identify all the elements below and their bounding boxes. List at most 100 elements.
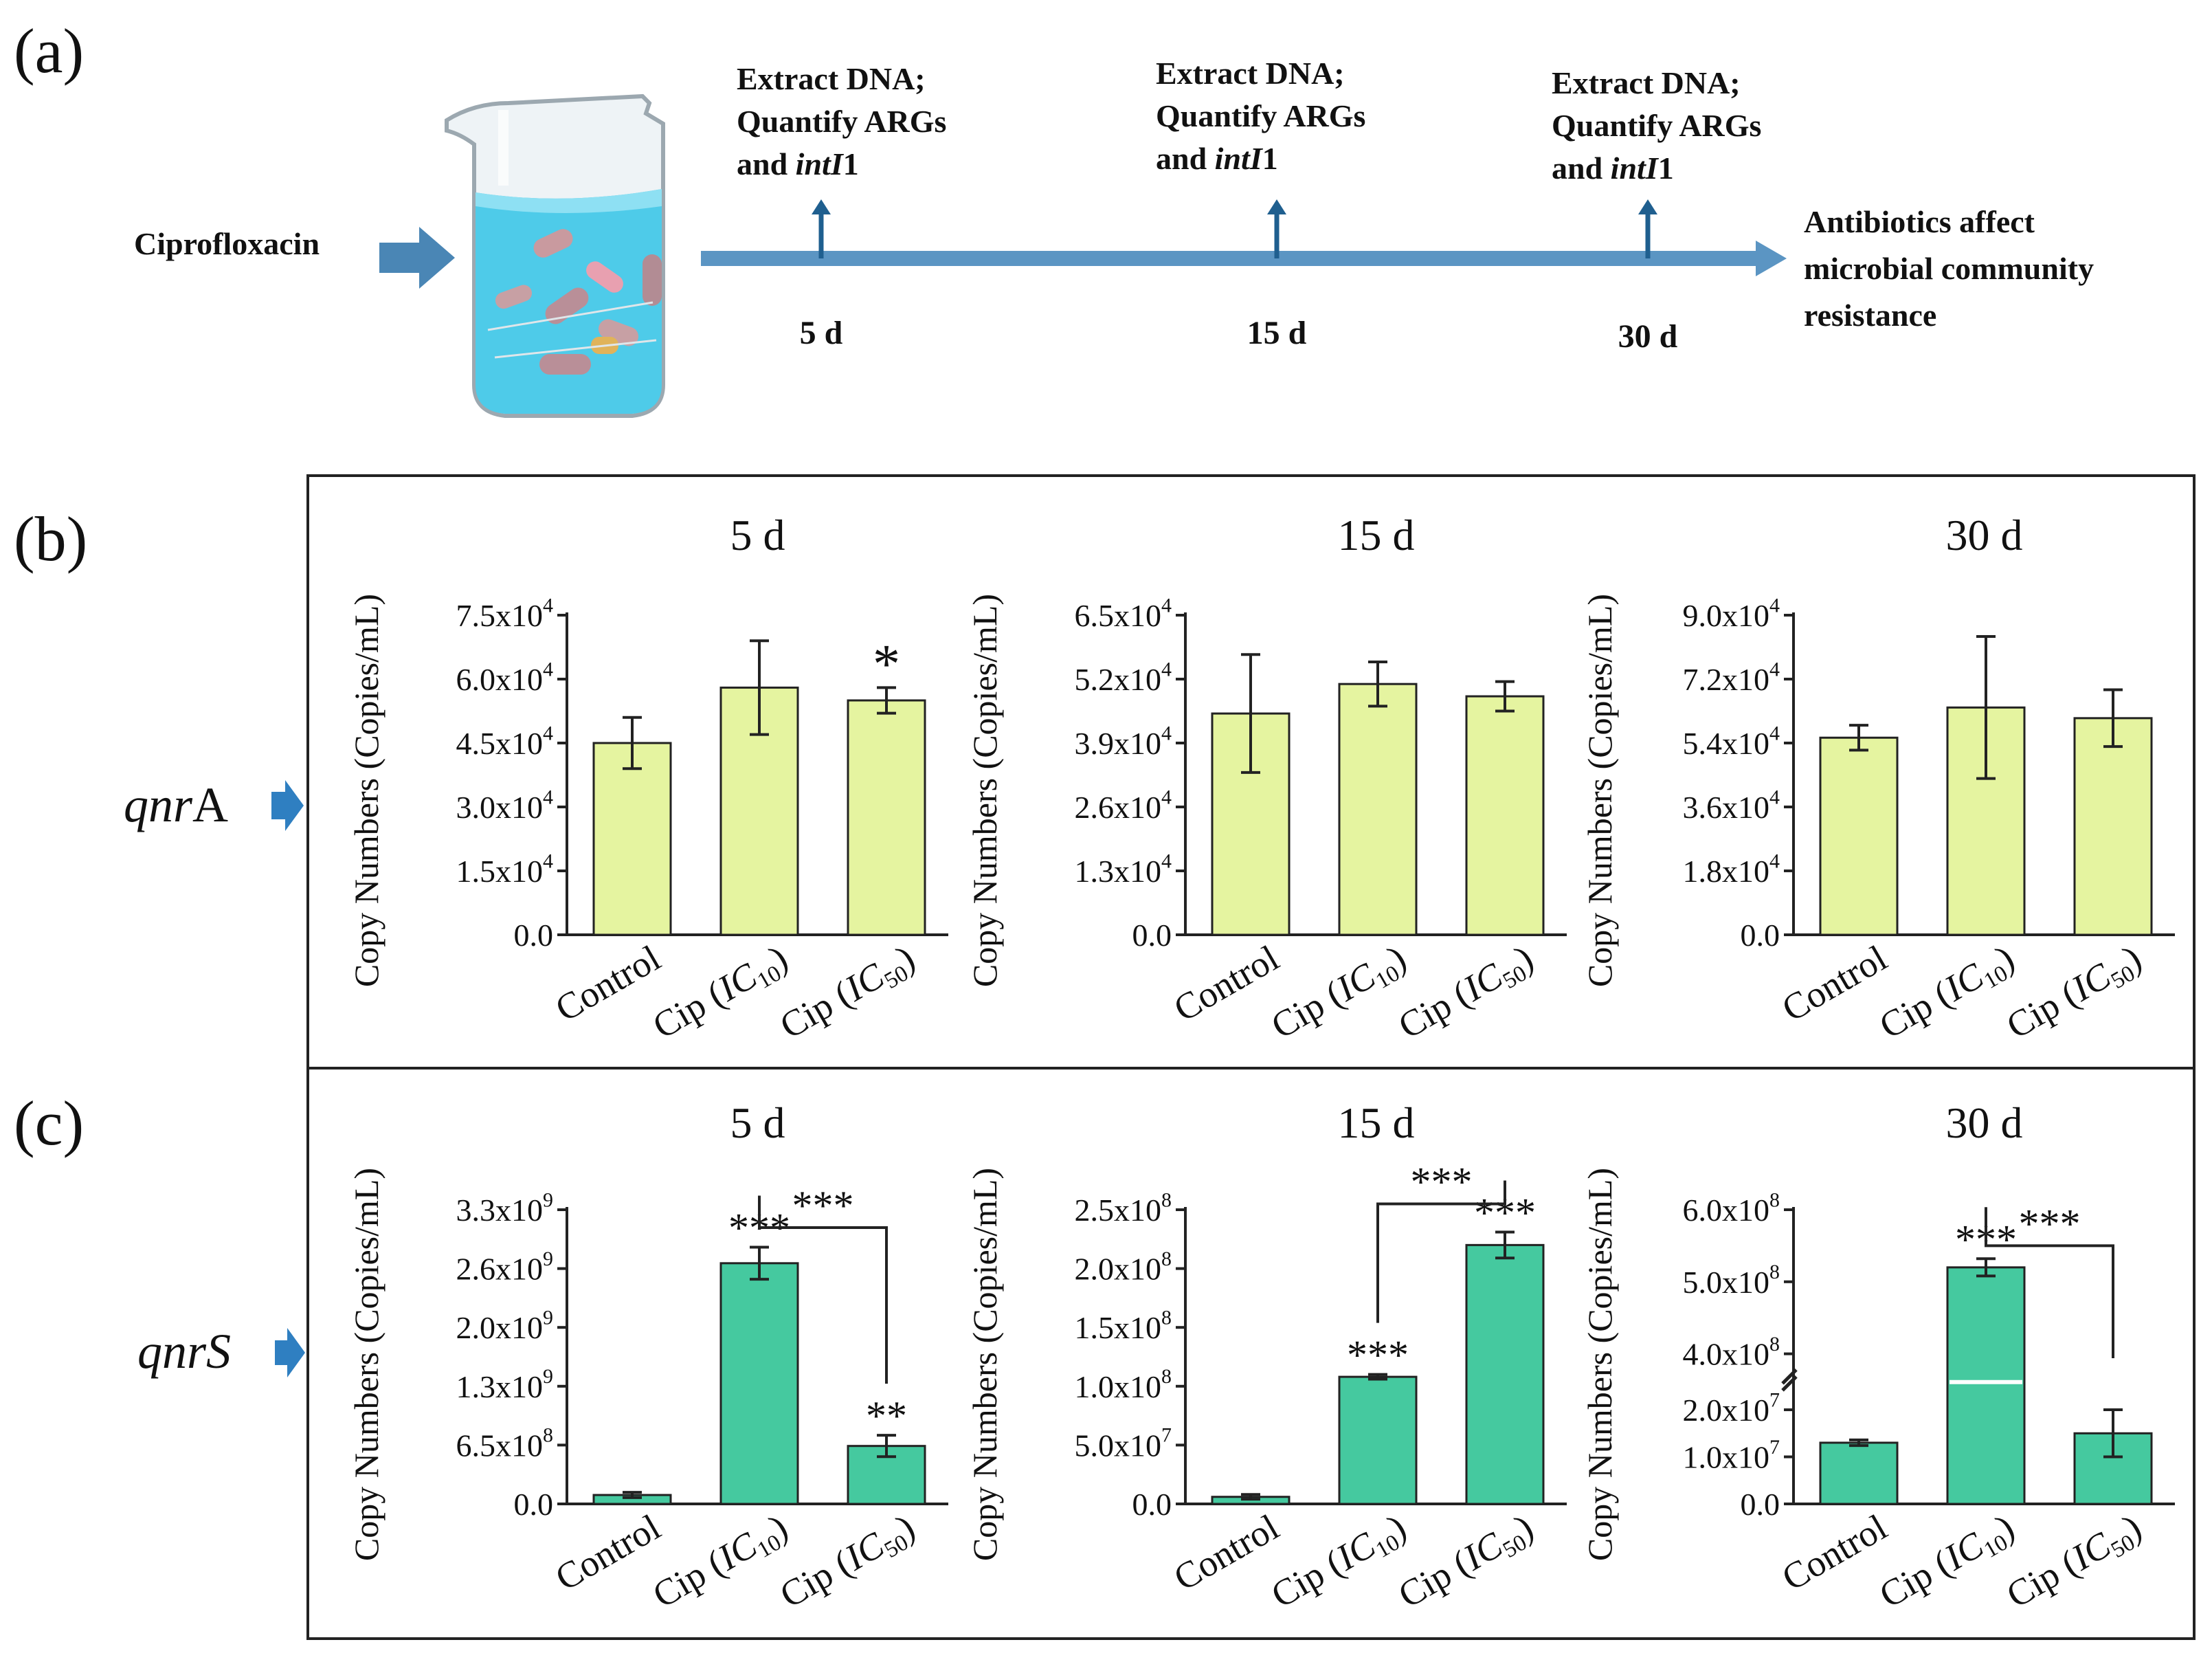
- bar: [2073, 717, 2153, 936]
- y-tick-label: 7.2x104: [1683, 658, 1780, 697]
- step-gene: intI: [1611, 151, 1660, 186]
- up-arrow-icon: [1267, 199, 1286, 214]
- y-axis-label: Copy Numbers (Copies/mL): [347, 594, 386, 987]
- step-text: Extract DNA; Quantify ARGs and intI1: [1156, 56, 1365, 176]
- bar: [1465, 695, 1545, 936]
- step-gene: intI: [796, 146, 845, 181]
- gene-label-qnrS: qnrS: [137, 1324, 305, 1379]
- up-arrow-icon: [1638, 199, 1657, 214]
- y-tick-label: 3.6x104: [1683, 786, 1780, 825]
- y-tick-label: 7.5x104: [456, 594, 554, 633]
- y-tick-label: 1.0x107: [1683, 1436, 1780, 1475]
- chart-c-5d: 5 d Copy Numbers (Copies/mL) 0.0 6.5x108 1.3…: [347, 1098, 948, 1619]
- y-tick-label: 0.0: [514, 1487, 554, 1522]
- step-line-3: and: [1156, 141, 1215, 176]
- step-gene-suffix: 1: [1658, 151, 1674, 186]
- chart-title: 5 d: [730, 1098, 785, 1147]
- y-tick-label: 0.0: [1741, 918, 1780, 953]
- x-tick-label: Cip (IC10): [1873, 1506, 2023, 1619]
- outcome-line-3: resistance: [1804, 298, 1936, 333]
- y-tick-label: 5.0x107: [1075, 1424, 1172, 1463]
- x-tick-label: Cip (IC50): [1392, 1506, 1542, 1619]
- qnrS-arrow-icon: [275, 1328, 305, 1377]
- y-tick-label: 0.0: [514, 918, 554, 953]
- y-tick-label: 1.3x109: [456, 1365, 553, 1404]
- y-tick-label: 1.3x104: [1075, 850, 1172, 889]
- y-tick-label: 2.6x109: [456, 1248, 553, 1287]
- chart-title: 30 d: [1946, 1098, 2023, 1147]
- x-tick-label: Cip (IC10): [646, 1506, 796, 1619]
- y-tick-label: 6.0x108: [1683, 1188, 1780, 1228]
- panel-a: (a) Ciprofloxacin Extract DNA; Quanti: [14, 16, 2094, 418]
- chart-c-30d: 30 d Copy Numbers (Copies/mL) 0.0 1.0x107 2.…: [1580, 1098, 2175, 1619]
- y-axis-label: Copy Numbers (Copies/mL): [965, 594, 1004, 987]
- y-tick-label: 5.4x104: [1683, 722, 1780, 761]
- timeline: [701, 241, 1787, 276]
- step-gene: intI: [1215, 141, 1264, 176]
- significance-label: ***: [1347, 1333, 1409, 1378]
- timeline-step: Extract DNA; Quantify ARGs and intI1 5 d: [737, 61, 946, 351]
- y-axis-label: Copy Numbers (Copies/mL): [965, 1168, 1004, 1561]
- y-tick-label: 2.0x108: [1075, 1248, 1172, 1287]
- bar: [719, 1262, 799, 1505]
- input-arrow-icon: [379, 227, 455, 289]
- significance-label: **: [866, 1393, 907, 1439]
- bar: [1338, 683, 1418, 936]
- y-tick-label: 3.9x104: [1075, 722, 1172, 761]
- bar: [592, 742, 672, 936]
- bar: [1819, 1441, 1899, 1505]
- step-gene-suffix: 1: [1262, 141, 1278, 176]
- step-line-1: Extract DNA;: [737, 61, 926, 96]
- y-tick-label: 0.0: [1132, 918, 1172, 953]
- y-tick-label: 1.0x108: [1075, 1365, 1172, 1404]
- step-line-2: Quantify ARGs: [737, 104, 946, 139]
- y-tick-label: 1.5x108: [1075, 1307, 1172, 1346]
- bar: [1819, 736, 1899, 936]
- chart-title: 15 d: [1338, 511, 1415, 559]
- y-axis-label: Copy Numbers (Copies/mL): [1580, 594, 1619, 987]
- svg-text:qnrS: qnrS: [137, 1324, 231, 1379]
- chart-b-30d: 30 d Copy Numbers (Copies/mL) 0.0 1.8x104 3.…: [1580, 511, 2175, 1047]
- up-arrow-icon: [812, 199, 831, 214]
- y-tick-label: 5.0x108: [1683, 1261, 1780, 1300]
- step-day: 30 d: [1618, 318, 1678, 355]
- y-tick-label: 6.5x108: [456, 1424, 553, 1463]
- y-tick-label: 2.0x107: [1683, 1388, 1780, 1428]
- x-tick-label: Cip (IC50): [773, 1506, 924, 1619]
- step-text: Extract DNA; Quantify ARGs and intI1: [737, 61, 946, 181]
- step-line-2: Quantify ARGs: [1156, 98, 1365, 133]
- significance-bracket: [758, 1195, 888, 1384]
- bar: [1465, 1243, 1545, 1505]
- qnrA-rest: A: [192, 777, 228, 832]
- y-tick-label: 9.0x104: [1683, 594, 1780, 633]
- chart-b-15d: 15 d Copy Numbers (Copies/mL) 0.0 1.3x104 2.…: [965, 511, 1567, 1050]
- step-line-2: Quantify ARGs: [1552, 108, 1761, 143]
- x-tick-label: Cip (IC50): [2000, 1506, 2150, 1619]
- x-tick-label: Cip (IC50): [1392, 937, 1542, 1050]
- outcome-line-1: Antibiotics affect: [1804, 204, 2035, 239]
- panel-c-label: (c): [14, 1088, 84, 1158]
- y-tick-label: 2.6x104: [1075, 786, 1172, 825]
- y-axis-label: Copy Numbers (Copies/mL): [1580, 1168, 1619, 1561]
- timeline-steps: Extract DNA; Quantify ARGs and intI 15 d Ext…: [737, 56, 1761, 355]
- step-line-1: Extract DNA;: [1156, 56, 1345, 91]
- y-tick-label: 3.0x104: [456, 786, 554, 825]
- y-tick-label: 2.5x108: [1075, 1188, 1172, 1228]
- significance-bracket: [1985, 1207, 2114, 1359]
- y-tick-label: 1.8x104: [1683, 850, 1780, 889]
- axis-break-mark: [1781, 1369, 1798, 1392]
- y-tick-label: 0.0: [1132, 1487, 1172, 1522]
- significance-bracket: [1376, 1180, 1506, 1323]
- y-tick-label: 4.5x104: [456, 722, 554, 761]
- ciprofloxacin-label: Ciprofloxacin: [134, 226, 320, 261]
- bar: [847, 699, 926, 936]
- panel-b-label: (b): [14, 504, 87, 574]
- step-day: 15 d: [1247, 315, 1307, 351]
- chart-title: 30 d: [1946, 511, 2023, 559]
- y-tick-label: 6.5x104: [1075, 594, 1172, 633]
- step-line-3: and: [737, 146, 796, 181]
- panel-c-frame: [306, 1067, 2196, 1640]
- step-line-3: and: [1552, 151, 1611, 186]
- charts: 5 d Copy Numbers (Copies/mL) 0.0 1.5x104 3.0…: [347, 511, 2175, 1619]
